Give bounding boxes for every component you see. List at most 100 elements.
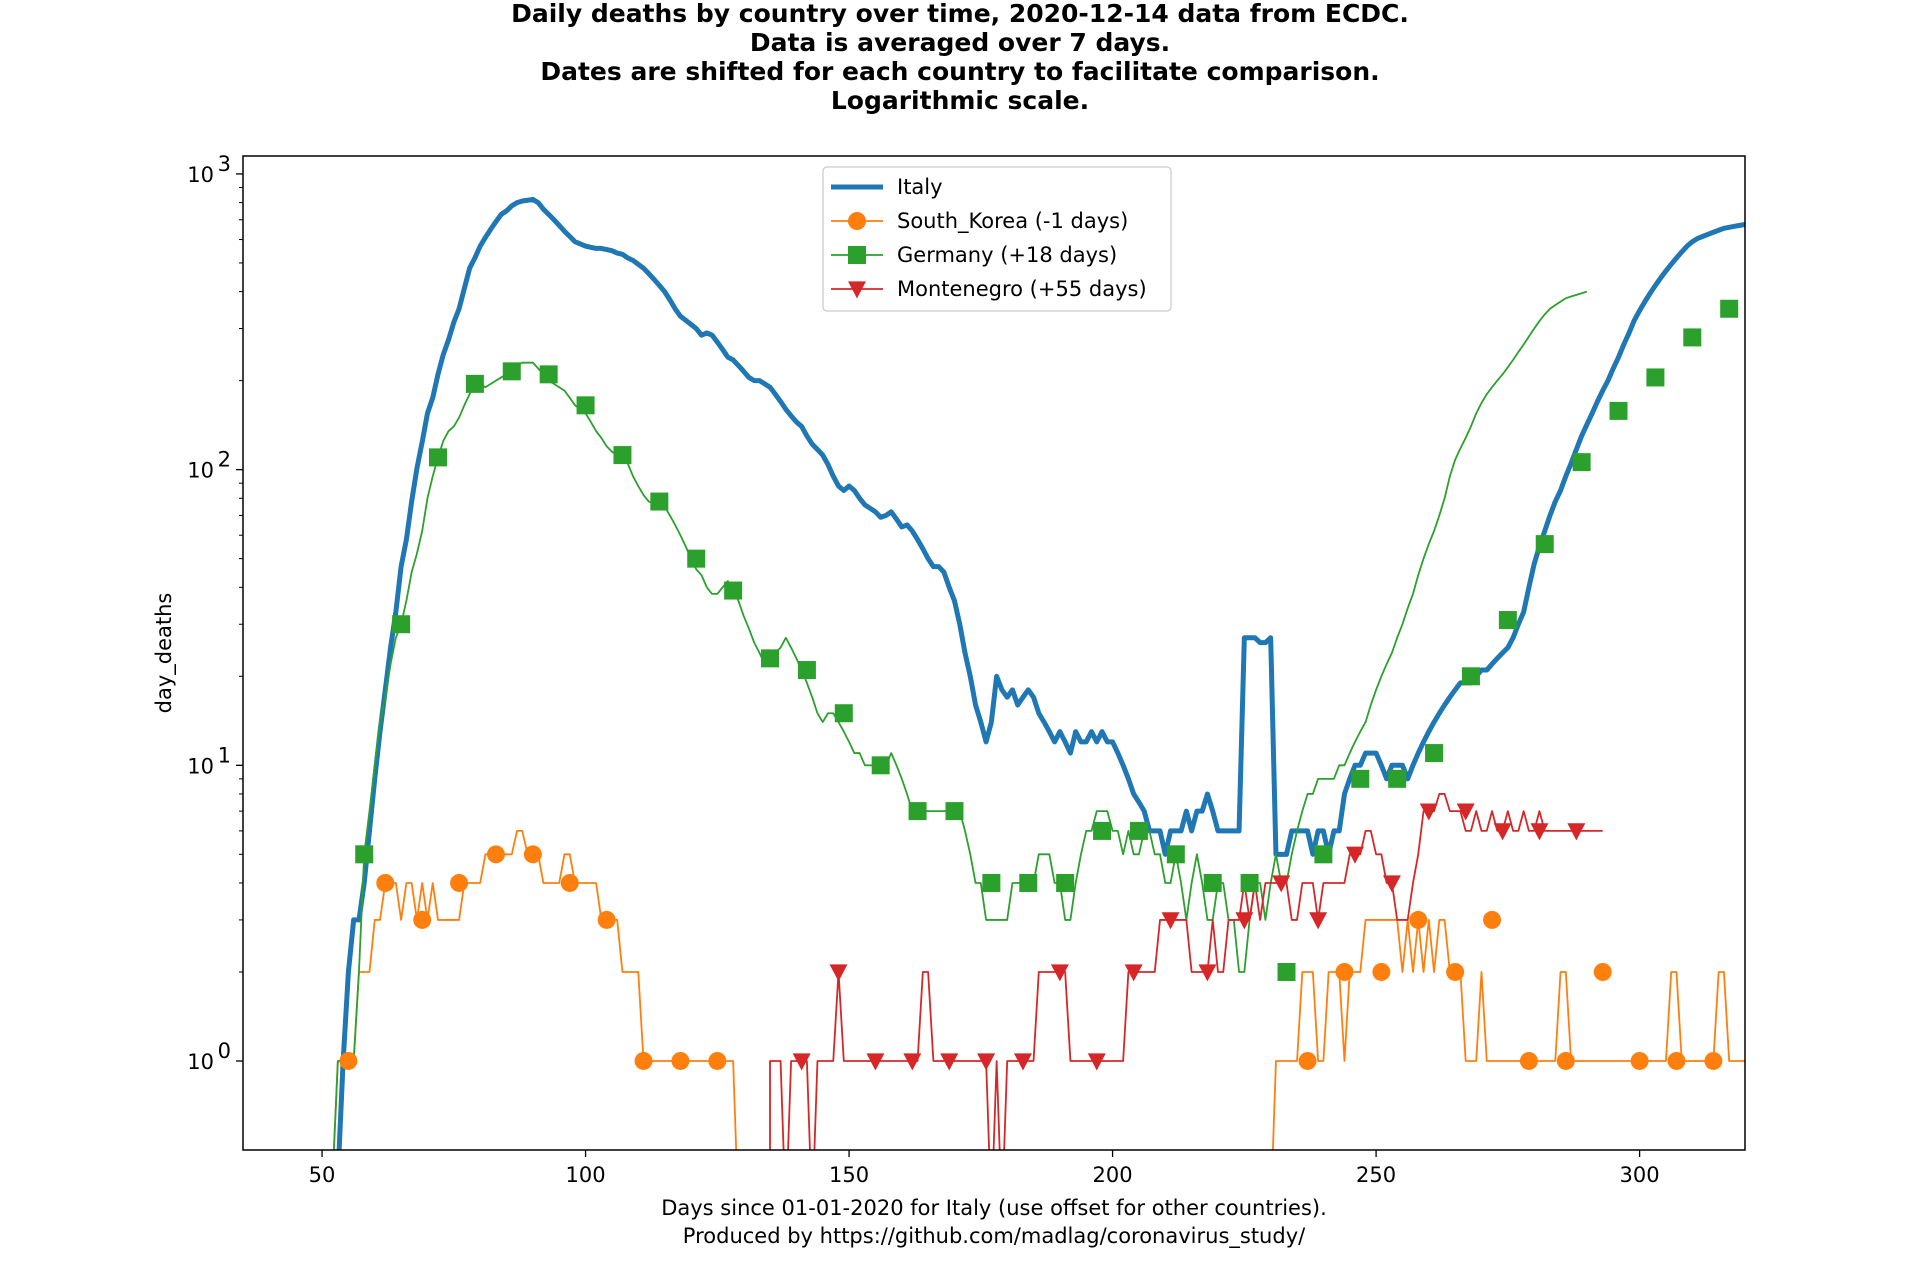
marker-montenegro <box>1087 1053 1106 1071</box>
marker-germany <box>687 549 706 568</box>
marker-south-korea <box>1519 1051 1538 1070</box>
marker-montenegro <box>1124 964 1143 982</box>
marker-germany <box>761 649 780 668</box>
marker-germany <box>576 396 595 415</box>
marker-south-korea <box>671 1051 690 1070</box>
marker-montenegro <box>1419 803 1438 821</box>
marker-south-korea <box>339 1051 358 1070</box>
marker-south-korea <box>1556 1051 1575 1070</box>
title-line-1: Daily deaths by country over time, 2020-… <box>511 0 1409 28</box>
marker-germany <box>1461 667 1480 686</box>
marker-montenegro <box>1382 875 1401 893</box>
marker-germany <box>465 374 484 393</box>
marker-south-korea <box>1446 962 1465 981</box>
marker-south-korea <box>376 873 395 892</box>
marker-germany <box>650 492 669 511</box>
marker-germany <box>1683 328 1702 347</box>
marker-south-korea <box>450 873 469 892</box>
marker-south-korea <box>1593 962 1612 981</box>
x-tick-label: 150 <box>829 1163 869 1187</box>
marker-germany <box>1609 401 1628 420</box>
marker-montenegro <box>1456 803 1475 821</box>
x-axis: 50 100 150 200 250 300 <box>309 1150 1660 1187</box>
marker-south-korea <box>486 845 505 864</box>
title-line-2: Data is averaged over 7 days. <box>750 28 1170 57</box>
marker-germany <box>1203 873 1222 892</box>
marker-germany <box>1535 535 1554 554</box>
y-tick-label: 10 <box>187 459 214 483</box>
y-tick-label: 10 <box>187 163 214 187</box>
marker-germany <box>724 581 743 600</box>
marker-montenegro <box>977 1053 996 1071</box>
legend-marker-montenegro <box>848 281 866 299</box>
x-tick-label: 250 <box>1356 1163 1396 1187</box>
marker-germany <box>392 615 411 634</box>
marker-south-korea <box>1335 962 1354 981</box>
marker-south-korea <box>1483 910 1502 929</box>
marker-south-korea <box>523 845 542 864</box>
marker-germany <box>1425 744 1444 763</box>
x-axis-label: Days since 01-01-2020 for Italy (use off… <box>661 1196 1327 1249</box>
marker-germany <box>945 802 964 821</box>
marker-germany <box>428 448 447 467</box>
legend: Italy South_Korea (-1 days) Germany (+18 d… <box>822 166 1172 312</box>
series-line-montenegro <box>769 793 1603 1150</box>
legend-label-montenegro: Montenegro (+55 days) <box>897 277 1147 301</box>
x-tick-label: 300 <box>1620 1163 1660 1187</box>
marker-germany <box>1351 769 1370 788</box>
legend-label-germany: Germany (+18 days) <box>897 243 1117 267</box>
marker-germany <box>1646 368 1665 387</box>
x-tick-label: 200 <box>1093 1163 1133 1187</box>
series-line-germany <box>332 290 1588 1150</box>
marker-montenegro <box>1493 823 1512 841</box>
chart-title: Daily deaths by country over time, 2020-… <box>511 0 1409 115</box>
marker-germany <box>797 661 816 680</box>
marker-montenegro <box>1050 964 1069 982</box>
marker-montenegro <box>1161 912 1180 930</box>
marker-germany <box>871 756 890 775</box>
y-tick-exponent: 3 <box>218 152 231 176</box>
marker-south-korea <box>560 873 579 892</box>
legend-box <box>822 166 1172 312</box>
marker-south-korea <box>1409 910 1428 929</box>
title-line-3: Dates are shifted for each country to fa… <box>540 57 1379 86</box>
marker-montenegro <box>792 1053 811 1071</box>
marker-montenegro <box>1198 964 1217 982</box>
x-axis-label-line-1: Days since 01-01-2020 for Italy (use off… <box>661 1196 1327 1220</box>
marker-germany <box>1056 873 1075 892</box>
marker-germany <box>1572 453 1591 472</box>
x-tick-label: 100 <box>566 1163 606 1187</box>
legend-label-italy: Italy <box>897 175 943 199</box>
plot-frame <box>242 155 1746 1151</box>
title-line-4: Logarithmic scale. <box>831 86 1089 115</box>
marker-montenegro <box>903 1053 922 1071</box>
marker-montenegro <box>1272 875 1291 893</box>
series-line-italy <box>336 196 1745 1150</box>
marker-germany <box>1019 873 1038 892</box>
marker-montenegro <box>1309 912 1328 930</box>
marker-germany <box>1093 821 1112 840</box>
legend-label-south-korea: South_Korea (-1 days) <box>897 209 1128 234</box>
marker-germany <box>982 873 1001 892</box>
marker-germany <box>539 365 558 384</box>
y-tick-exponent: 1 <box>218 743 231 767</box>
marker-montenegro <box>940 1053 959 1071</box>
marker-germany <box>1720 299 1739 318</box>
marker-south-korea <box>1704 1051 1723 1070</box>
marker-south-korea <box>708 1051 727 1070</box>
y-tick-label: 10 <box>187 1050 214 1074</box>
marker-south-korea <box>634 1051 653 1070</box>
marker-montenegro <box>1235 912 1254 930</box>
marker-south-korea <box>413 910 432 929</box>
legend-marker-south-korea <box>848 212 866 230</box>
marker-germany <box>908 802 927 821</box>
marker-germany <box>1129 821 1148 840</box>
legend-marker-germany <box>848 246 866 264</box>
marker-germany <box>502 362 521 381</box>
marker-south-korea <box>1298 1051 1317 1070</box>
marker-south-korea <box>1630 1051 1649 1070</box>
marker-montenegro <box>1530 823 1549 841</box>
x-tick-label: 50 <box>309 1163 336 1187</box>
